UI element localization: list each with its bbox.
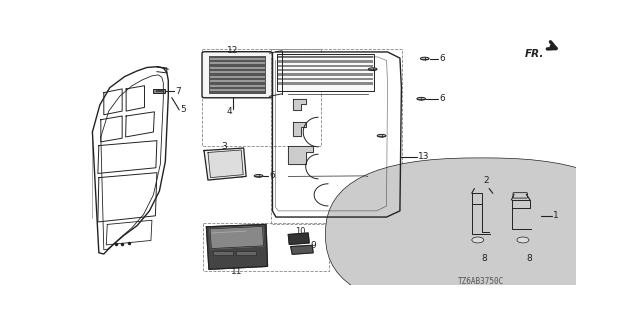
Bar <box>207 176 215 179</box>
Text: 8: 8 <box>526 254 532 263</box>
Text: 6: 6 <box>269 172 275 180</box>
Polygon shape <box>207 224 268 269</box>
Bar <box>277 54 374 91</box>
Ellipse shape <box>377 134 386 137</box>
Text: 5: 5 <box>180 105 186 114</box>
Ellipse shape <box>368 68 377 71</box>
Bar <box>278 69 372 71</box>
Bar <box>210 67 264 69</box>
Polygon shape <box>293 122 306 136</box>
Polygon shape <box>210 227 264 249</box>
Circle shape <box>517 237 529 243</box>
Text: FR.: FR. <box>524 49 544 59</box>
Bar <box>278 78 372 80</box>
FancyBboxPatch shape <box>513 193 527 198</box>
Text: 11: 11 <box>231 267 243 276</box>
Bar <box>278 60 372 62</box>
Text: 9: 9 <box>310 241 316 250</box>
Text: 10: 10 <box>296 227 306 236</box>
Bar <box>210 89 264 91</box>
FancyBboxPatch shape <box>474 186 490 193</box>
Polygon shape <box>293 99 306 110</box>
Bar <box>202 50 321 146</box>
Text: 12: 12 <box>227 46 239 55</box>
Polygon shape <box>291 245 313 254</box>
Polygon shape <box>204 148 246 180</box>
Bar <box>213 251 233 255</box>
Text: 8: 8 <box>482 254 488 263</box>
FancyBboxPatch shape <box>326 158 637 311</box>
Bar <box>468 182 502 249</box>
Bar <box>506 189 541 255</box>
Text: 4: 4 <box>227 107 232 116</box>
Bar <box>278 56 372 58</box>
Bar <box>278 73 372 76</box>
Text: 3: 3 <box>221 142 227 151</box>
Bar <box>210 85 264 87</box>
Bar <box>278 65 372 67</box>
Ellipse shape <box>254 174 263 177</box>
Bar <box>234 175 242 177</box>
Bar <box>210 58 264 60</box>
Bar <box>278 82 372 85</box>
Bar <box>271 50 403 224</box>
Text: 6: 6 <box>439 94 445 103</box>
Bar <box>156 90 163 92</box>
Polygon shape <box>208 150 243 178</box>
Polygon shape <box>288 233 309 244</box>
Bar <box>209 56 266 94</box>
Bar <box>210 71 264 73</box>
Bar <box>210 80 264 82</box>
Polygon shape <box>288 146 313 164</box>
Ellipse shape <box>420 57 429 60</box>
Text: 13: 13 <box>419 152 430 161</box>
Ellipse shape <box>417 97 426 100</box>
Bar <box>210 62 264 64</box>
Bar <box>236 251 256 255</box>
Text: 6: 6 <box>439 54 445 63</box>
Bar <box>203 223 330 271</box>
Circle shape <box>472 237 484 243</box>
Bar <box>210 76 264 78</box>
Bar <box>154 89 165 93</box>
Text: 1: 1 <box>553 211 559 220</box>
Text: 7: 7 <box>175 87 181 96</box>
FancyBboxPatch shape <box>202 52 273 98</box>
Text: TZ6AB3750C: TZ6AB3750C <box>458 277 504 286</box>
Text: 2: 2 <box>483 176 488 185</box>
